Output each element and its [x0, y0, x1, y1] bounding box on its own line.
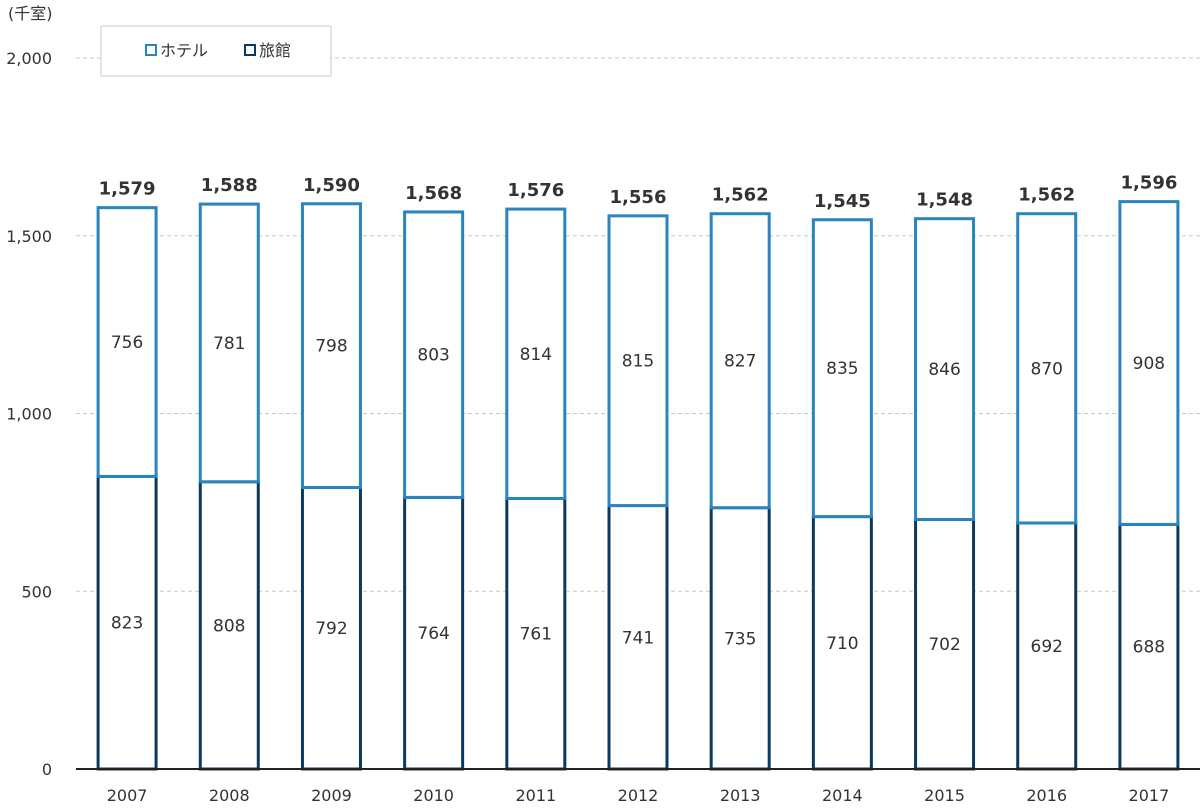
legend-label-ryokan: 旅館 [259, 41, 291, 60]
bar-hotel-2007 [96, 206, 158, 478]
data-label-hotel-2014: 835 [826, 359, 858, 379]
total-label-2011: 1,576 [507, 180, 564, 201]
bar-ryokan-2012 [607, 504, 669, 771]
total-label-2010: 1,568 [405, 183, 462, 204]
x-tick-label-2014: 2014 [822, 786, 863, 805]
data-label-ryokan-2014: 710 [826, 634, 858, 654]
total-label-2016: 1,562 [1018, 185, 1075, 206]
total-label-2009: 1,590 [303, 175, 360, 196]
data-label-hotel-2015: 846 [928, 360, 960, 380]
total-label-2007: 1,579 [99, 179, 156, 200]
x-tick-label-2016: 2016 [1026, 786, 1067, 805]
legend-swatch-hotel [145, 44, 157, 56]
data-label-hotel-2008: 781 [213, 334, 245, 354]
data-label-ryokan-2013: 735 [724, 629, 756, 649]
total-label-2017: 1,596 [1120, 173, 1177, 194]
y-tick-label-0: 0 [42, 760, 52, 779]
data-label-ryokan-2011: 761 [520, 625, 552, 645]
bar-hotel-2010 [403, 210, 465, 499]
data-label-hotel-2012: 815 [622, 352, 654, 372]
y-tick-label-1500: 1,500 [6, 227, 52, 246]
bar-hotel-2013 [709, 212, 771, 510]
y-tick-label-2000: 2,000 [6, 49, 52, 68]
data-label-hotel-2011: 814 [520, 345, 552, 365]
y-axis-unit-label: (千室) [8, 4, 53, 23]
bars: 823 756 1,579 808 781 1,588 792 798 1,590 764 803 1… [96, 173, 1180, 771]
bar-hotel-2015 [914, 217, 976, 521]
legend-label-hotel: ホテル [160, 41, 208, 60]
y-tick-label-1000: 1,000 [6, 405, 52, 424]
data-label-ryokan-2010: 764 [417, 624, 449, 644]
bar-hotel-2014 [811, 218, 873, 519]
data-label-ryokan-2015: 702 [928, 635, 960, 655]
x-tick-label-2012: 2012 [618, 786, 659, 805]
bar-ryokan-2014 [811, 515, 873, 771]
x-tick-label-2010: 2010 [413, 786, 454, 805]
data-label-hotel-2013: 827 [724, 352, 756, 372]
bar-hotel-2017 [1118, 200, 1180, 526]
bar-hotel-2008 [198, 202, 260, 484]
data-label-hotel-2017: 908 [1133, 354, 1165, 374]
total-label-2015: 1,548 [916, 190, 973, 211]
x-tick-label-2013: 2013 [720, 786, 761, 805]
x-tick-label-2011: 2011 [515, 786, 556, 805]
total-label-2013: 1,562 [712, 185, 769, 206]
data-label-hotel-2010: 803 [417, 346, 449, 366]
x-tick-label-2009: 2009 [311, 786, 352, 805]
total-label-2008: 1,588 [201, 175, 258, 196]
y-tick-label-500: 500 [21, 582, 52, 601]
total-label-2012: 1,556 [610, 187, 667, 208]
bar-ryokan-2011 [505, 496, 567, 771]
y-axis: 0 500 1,000 1,500 2,000 [6, 49, 52, 779]
legend: ホテル 旅館 [100, 25, 332, 77]
x-tick-label-2008: 2008 [209, 786, 250, 805]
bar-hotel-2011 [505, 207, 567, 500]
data-label-hotel-2009: 798 [315, 337, 347, 357]
data-label-hotel-2007: 756 [111, 333, 143, 353]
x-tick-label-2015: 2015 [924, 786, 965, 805]
legend-swatch-ryokan [244, 44, 256, 56]
x-tick-label-2017: 2017 [1129, 786, 1170, 805]
bar-ryokan-2010 [403, 495, 465, 771]
data-label-ryokan-2009: 792 [315, 619, 347, 639]
x-tick-label-2007: 2007 [107, 786, 148, 805]
bar-hotel-2016 [1016, 212, 1078, 525]
bar-hotel-2012 [607, 214, 669, 508]
data-label-hotel-2016: 870 [1031, 359, 1063, 379]
legend-frame [100, 25, 332, 77]
data-label-ryokan-2012: 741 [622, 628, 654, 648]
data-label-ryokan-2008: 808 [213, 616, 245, 636]
x-axis: 2007 2008 2009 2010 2011 2012 2013 2014 2015 2016… [76, 768, 1200, 805]
bar-hotel-2009 [300, 202, 362, 489]
data-label-ryokan-2016: 692 [1031, 637, 1063, 657]
data-label-ryokan-2007: 823 [111, 614, 143, 634]
data-label-ryokan-2017: 688 [1133, 638, 1165, 658]
total-label-2014: 1,545 [814, 191, 871, 212]
